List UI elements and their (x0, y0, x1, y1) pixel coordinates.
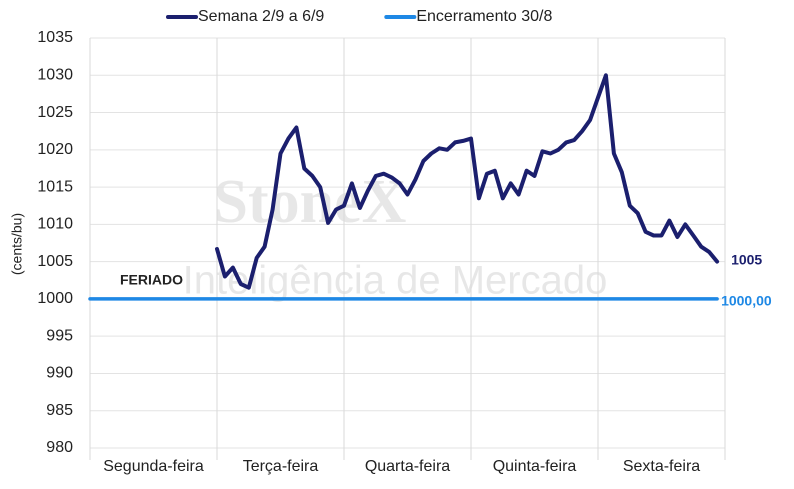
y-tick-label: 980 (46, 439, 73, 456)
end-label: 1000,00 (721, 293, 772, 309)
legend-label: Encerramento 30/8 (416, 8, 552, 25)
y-tick-label: 1030 (37, 66, 73, 83)
y-tick-label: 1015 (37, 178, 73, 195)
x-tick-label: Quarta-feira (365, 458, 450, 475)
y-tick-label: 1035 (37, 29, 73, 46)
y-tick-label: 1005 (37, 253, 73, 270)
annotation: FERIADO (120, 272, 183, 288)
y-tick-label: 990 (46, 365, 73, 382)
y-tick-label: 985 (46, 402, 73, 419)
watermark-subtitle: Inteligência de Mercado (183, 259, 608, 303)
y-tick-label: 1025 (37, 104, 73, 121)
x-tick-label: Segunda-feira (103, 458, 204, 475)
x-tick-label: Sexta-feira (623, 458, 700, 475)
y-tick-label: 995 (46, 327, 73, 344)
y-tick-label: 1020 (37, 141, 73, 158)
x-tick-label: Quinta-feira (493, 458, 577, 475)
y-axis-label: (cents/bu) (9, 213, 25, 275)
series-line (215, 73, 720, 290)
end-label: 1005 (731, 251, 762, 267)
y-tick-label: 1010 (37, 216, 73, 233)
legend: Semana 2/9 a 6/9 Encerramento 30/8 (166, 8, 552, 25)
legend-label: Semana 2/9 a 6/9 (198, 8, 324, 25)
x-tick-label: Terça-feira (243, 458, 319, 475)
watermark-brand: StoneX (214, 168, 407, 236)
y-tick-label: 1000 (37, 290, 73, 307)
watermark: StoneX Inteligência de Mercado (183, 168, 608, 302)
